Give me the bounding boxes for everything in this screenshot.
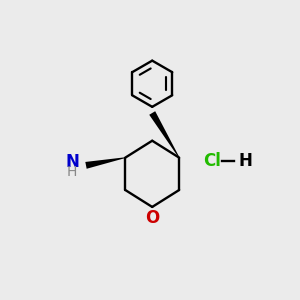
- Text: O: O: [145, 209, 159, 227]
- Polygon shape: [85, 157, 125, 169]
- Text: N: N: [65, 152, 79, 170]
- Polygon shape: [149, 111, 179, 158]
- Text: H: H: [67, 165, 77, 179]
- Text: Cl: Cl: [203, 152, 221, 170]
- Text: H: H: [238, 152, 252, 170]
